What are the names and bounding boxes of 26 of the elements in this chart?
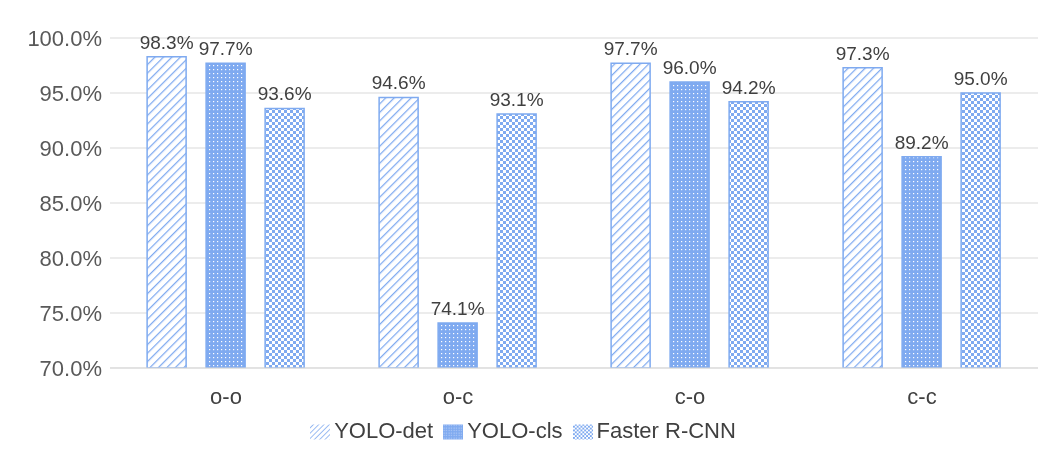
data-label: 95.0% xyxy=(953,68,1008,89)
data-label: 97.7% xyxy=(603,38,658,60)
data-label: 94.2% xyxy=(721,76,776,98)
data-label: 97.7% xyxy=(198,38,253,60)
x-tick-label: o-c xyxy=(442,383,474,409)
legend-label: Faster R-CNN xyxy=(596,418,736,443)
data-label: 97.3% xyxy=(835,42,890,64)
y-tick-label: 75.0% xyxy=(39,300,102,326)
x-tick-label: o-o xyxy=(210,383,242,409)
data-label: 93.1% xyxy=(489,88,544,110)
data-label: 93.6% xyxy=(257,83,312,105)
x-tick-label: c-c xyxy=(907,383,937,409)
data-label: 98.3% xyxy=(139,31,194,53)
data-label: 94.6% xyxy=(371,72,426,94)
y-tick-label: 90.0% xyxy=(39,135,102,161)
y-tick-label: 70.0% xyxy=(39,355,102,381)
data-label: 89.2% xyxy=(894,131,949,153)
legend-label: YOLO-cls xyxy=(467,418,563,443)
x-tick-label: c-o xyxy=(674,383,706,409)
y-tick-label: 85.0% xyxy=(39,190,102,216)
data-label: 96.0% xyxy=(662,57,717,78)
data-label: 74.1% xyxy=(430,297,485,319)
y-tick-label: 95.0% xyxy=(39,80,102,106)
legend-label: YOLO-det xyxy=(334,418,434,443)
y-tick-label: 80.0% xyxy=(39,245,102,271)
y-tick-label: 100.0% xyxy=(27,25,102,51)
